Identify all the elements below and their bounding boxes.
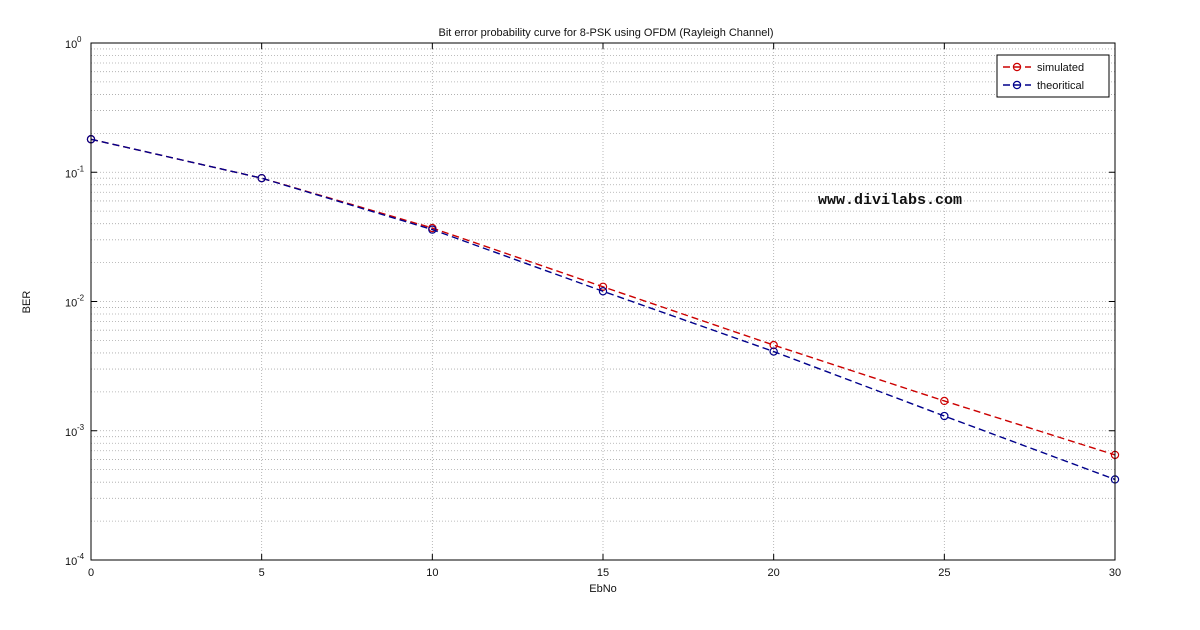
plot-frame <box>90 42 1116 561</box>
y-tick-label: 10 <box>65 298 77 310</box>
series-point-simulated <box>940 396 949 406</box>
x-axis-label: EbNo <box>589 583 617 595</box>
y-tick-label: 10 <box>65 427 77 439</box>
x-tick-label: 30 <box>1109 567 1121 579</box>
series-point-theoritical <box>428 225 437 234</box>
x-tick-label: 15 <box>597 567 609 579</box>
series-point-simulated <box>598 282 608 291</box>
y-tick-label: 10 <box>65 556 77 568</box>
watermark-text: www.divilabs.com <box>818 192 962 209</box>
legend-box <box>996 54 1110 98</box>
series-point-theoritical <box>257 173 266 183</box>
y-tick-label: 10 <box>65 168 77 180</box>
x-tick-label: 0 <box>88 567 94 579</box>
x-tick-label: 25 <box>938 567 950 579</box>
series-point-theoritical <box>769 347 778 356</box>
grid-layer <box>91 43 1115 560</box>
y-tick-label: 10 <box>65 39 77 51</box>
series-point-theoritical <box>940 411 949 421</box>
y-tick-exponent: -4 <box>77 552 85 561</box>
y-tick-exponent: -1 <box>77 164 85 173</box>
series-point-theoritical <box>598 287 608 296</box>
legend-swatch-marker <box>1012 80 1022 90</box>
x-tick-label: 20 <box>768 567 780 579</box>
series-point-simulated <box>769 340 778 350</box>
legend-label: simulated <box>1037 62 1084 74</box>
chart-title: Bit error probability curve for 8-PSK us… <box>438 27 773 39</box>
y-tick-exponent: 0 <box>77 35 82 44</box>
legend: simulated theoritical <box>996 54 1110 98</box>
y-tick-exponent: -3 <box>77 423 85 432</box>
legend-label: theoritical <box>1037 80 1084 92</box>
series-line-simulated <box>90 138 1116 456</box>
y-axis-label: BER <box>21 291 33 314</box>
y-tick-exponent: -2 <box>77 294 85 303</box>
legend-swatch-marker <box>1012 62 1022 72</box>
x-tick-label: 10 <box>426 567 438 579</box>
series-line-theoritical <box>90 138 1116 481</box>
x-tick-label: 5 <box>259 567 265 579</box>
